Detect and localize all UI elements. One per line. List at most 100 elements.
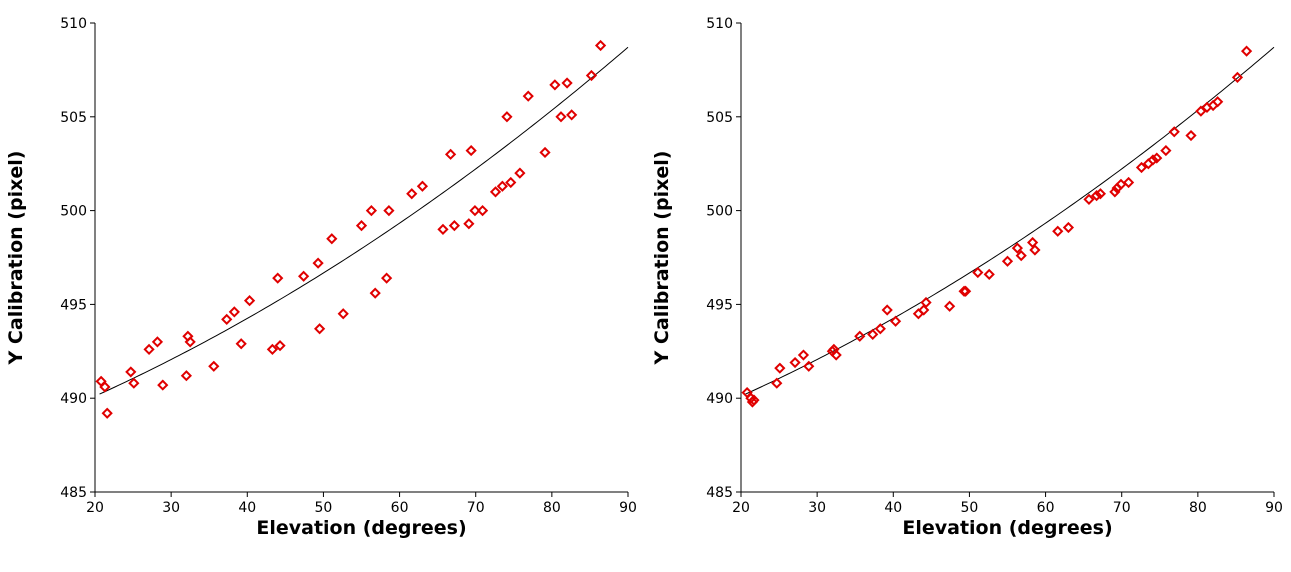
data-point bbox=[355, 219, 368, 232]
data-point bbox=[774, 362, 786, 374]
x-tick-label: 70 bbox=[1113, 500, 1131, 516]
data-point bbox=[1094, 188, 1107, 200]
data-point bbox=[312, 257, 324, 269]
data-point bbox=[274, 340, 286, 352]
data-point bbox=[1240, 45, 1253, 57]
data-point bbox=[585, 69, 598, 82]
data-point bbox=[125, 366, 137, 378]
x-tick-label: 80 bbox=[543, 500, 561, 516]
data-point bbox=[208, 360, 220, 372]
x-tick-label: 30 bbox=[808, 500, 826, 516]
data-point bbox=[314, 323, 326, 335]
x-tick-label: 30 bbox=[162, 500, 180, 516]
data-point bbox=[128, 377, 140, 389]
data-point bbox=[383, 204, 395, 217]
data-point bbox=[1195, 105, 1207, 117]
data-point bbox=[337, 308, 349, 320]
x-tick-label: 70 bbox=[467, 500, 485, 516]
data-point bbox=[1001, 255, 1014, 267]
x-tick-label: 60 bbox=[1037, 500, 1055, 516]
data-point bbox=[594, 39, 607, 52]
data-point bbox=[505, 176, 517, 189]
data-point bbox=[1090, 189, 1103, 202]
data-point bbox=[235, 338, 247, 350]
data-point bbox=[874, 323, 886, 335]
x-tick-label: 60 bbox=[391, 500, 409, 516]
data-point bbox=[958, 285, 970, 297]
data-point bbox=[143, 343, 155, 356]
data-point bbox=[1062, 221, 1075, 234]
data-point bbox=[1231, 71, 1244, 84]
x-tick-label: 90 bbox=[1265, 500, 1283, 516]
data-point bbox=[298, 270, 310, 282]
data-point bbox=[972, 266, 984, 279]
data-point bbox=[539, 146, 551, 159]
y-tick-label: 510 bbox=[706, 16, 733, 32]
y-axis-label: Y Calibration (pixel) bbox=[5, 151, 27, 366]
data-point bbox=[99, 381, 111, 393]
y-tick-label: 500 bbox=[706, 204, 733, 220]
data-point bbox=[920, 296, 932, 309]
data-point bbox=[514, 167, 526, 179]
x-tick-label: 20 bbox=[732, 500, 750, 516]
data-point bbox=[830, 349, 842, 361]
y-tick-label: 505 bbox=[706, 110, 733, 126]
data-point bbox=[918, 304, 930, 316]
data-point bbox=[243, 295, 256, 307]
y-tick-label: 490 bbox=[706, 391, 733, 407]
data-point bbox=[797, 349, 810, 361]
data-point bbox=[1168, 126, 1180, 138]
fit-curve bbox=[745, 46, 1275, 395]
data-point bbox=[496, 180, 508, 192]
data-point bbox=[157, 379, 169, 391]
data-point bbox=[501, 111, 513, 123]
data-point bbox=[549, 79, 561, 91]
y-tick-label: 490 bbox=[60, 391, 87, 407]
data-point bbox=[326, 233, 338, 245]
data-point bbox=[881, 304, 893, 316]
data-point bbox=[444, 148, 457, 160]
data-point bbox=[437, 223, 449, 235]
data-point bbox=[1052, 225, 1064, 237]
right-chart-panel: 20 30 40 50 60 70 80 90 485 490 495 500 505 510 Elevat… bbox=[646, 0, 1291, 572]
data-point bbox=[365, 204, 378, 217]
x-tick-label: 40 bbox=[238, 500, 256, 516]
data-point bbox=[944, 300, 956, 312]
x-tick-label: 50 bbox=[961, 500, 979, 516]
data-point bbox=[369, 287, 381, 299]
data-point bbox=[381, 272, 393, 284]
data-point bbox=[561, 77, 573, 89]
x-tick-label: 90 bbox=[619, 500, 637, 516]
data-point bbox=[1015, 250, 1027, 262]
data-point bbox=[406, 188, 418, 200]
data-point bbox=[476, 204, 489, 217]
y-tick-label: 495 bbox=[60, 297, 87, 313]
data-point bbox=[221, 313, 233, 326]
x-tick-label: 40 bbox=[884, 500, 902, 516]
data-point bbox=[522, 90, 534, 102]
data-point bbox=[272, 272, 284, 284]
data-point bbox=[1151, 152, 1163, 164]
y-tick-label: 485 bbox=[706, 485, 733, 501]
y-tick-label: 495 bbox=[706, 297, 733, 313]
y-tick-label: 485 bbox=[60, 485, 87, 501]
data-point bbox=[1122, 176, 1135, 189]
data-point bbox=[1083, 193, 1095, 205]
data-point bbox=[489, 186, 502, 198]
data-point bbox=[416, 180, 429, 192]
y-axis-label: Y Calibration (pixel) bbox=[651, 151, 673, 366]
data-point bbox=[854, 330, 866, 342]
data-point bbox=[266, 343, 279, 356]
data-point bbox=[448, 219, 461, 232]
data-point bbox=[960, 285, 972, 297]
data-point bbox=[1185, 129, 1197, 142]
x-tick-label: 80 bbox=[1189, 500, 1207, 516]
data-point bbox=[803, 360, 815, 372]
y-tick-label: 510 bbox=[60, 16, 87, 32]
data-point bbox=[463, 218, 475, 230]
x-axis-label: Elevation (degrees) bbox=[902, 517, 1112, 539]
left-scatter-chart: 20 30 40 50 60 70 80 90 485 490 495 500 505 510 Elevat… bbox=[5, 16, 637, 539]
data-point bbox=[1160, 144, 1172, 157]
data-point bbox=[748, 394, 760, 406]
x-tick-label: 50 bbox=[315, 500, 333, 516]
